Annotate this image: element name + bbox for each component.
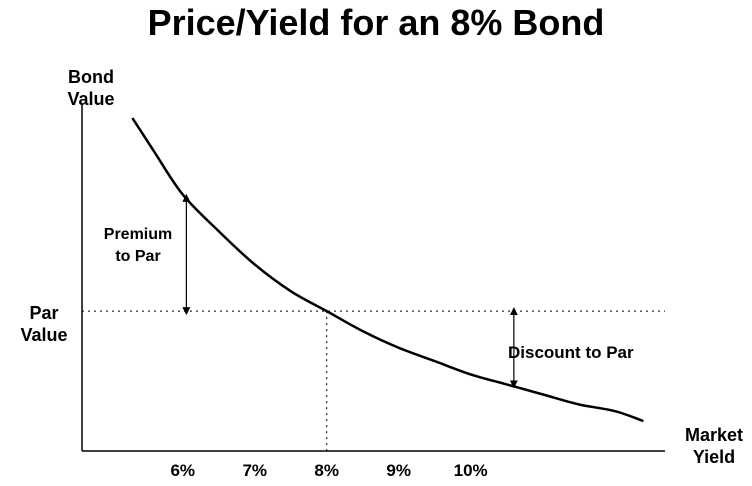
x-axis-label: Market Yield [676,424,752,468]
y-axis-label-line-1: Bond [68,67,114,87]
y-axis-label: Bond Value [56,66,126,110]
par-value-label-line-1: Par [29,303,59,323]
par-value-label-line-2: Value [20,325,68,345]
price-yield-curve [131,117,644,423]
premium-label-line-2: to Par [115,248,161,265]
y-axis-label-line-2: Value [67,89,115,109]
x-axis-label-line-2: Yield [692,447,736,467]
premium-to-par-label: Premium to Par [90,224,186,268]
chart-title: Price/Yield for an 8% Bond [147,2,605,43]
x-tick-label: 10% [454,461,488,480]
x-tick-label: 8% [314,461,339,480]
x-axis-label-line-1: Market [684,425,744,445]
x-tick-label: 7% [242,461,267,480]
x-tick-label: 9% [386,461,411,480]
premium-label-line-1: Premium [103,226,173,243]
par-value-label: Par Value [14,302,74,346]
discount-to-par-label: Discount to Par [508,343,634,362]
x-tick-label: 6% [170,461,195,480]
